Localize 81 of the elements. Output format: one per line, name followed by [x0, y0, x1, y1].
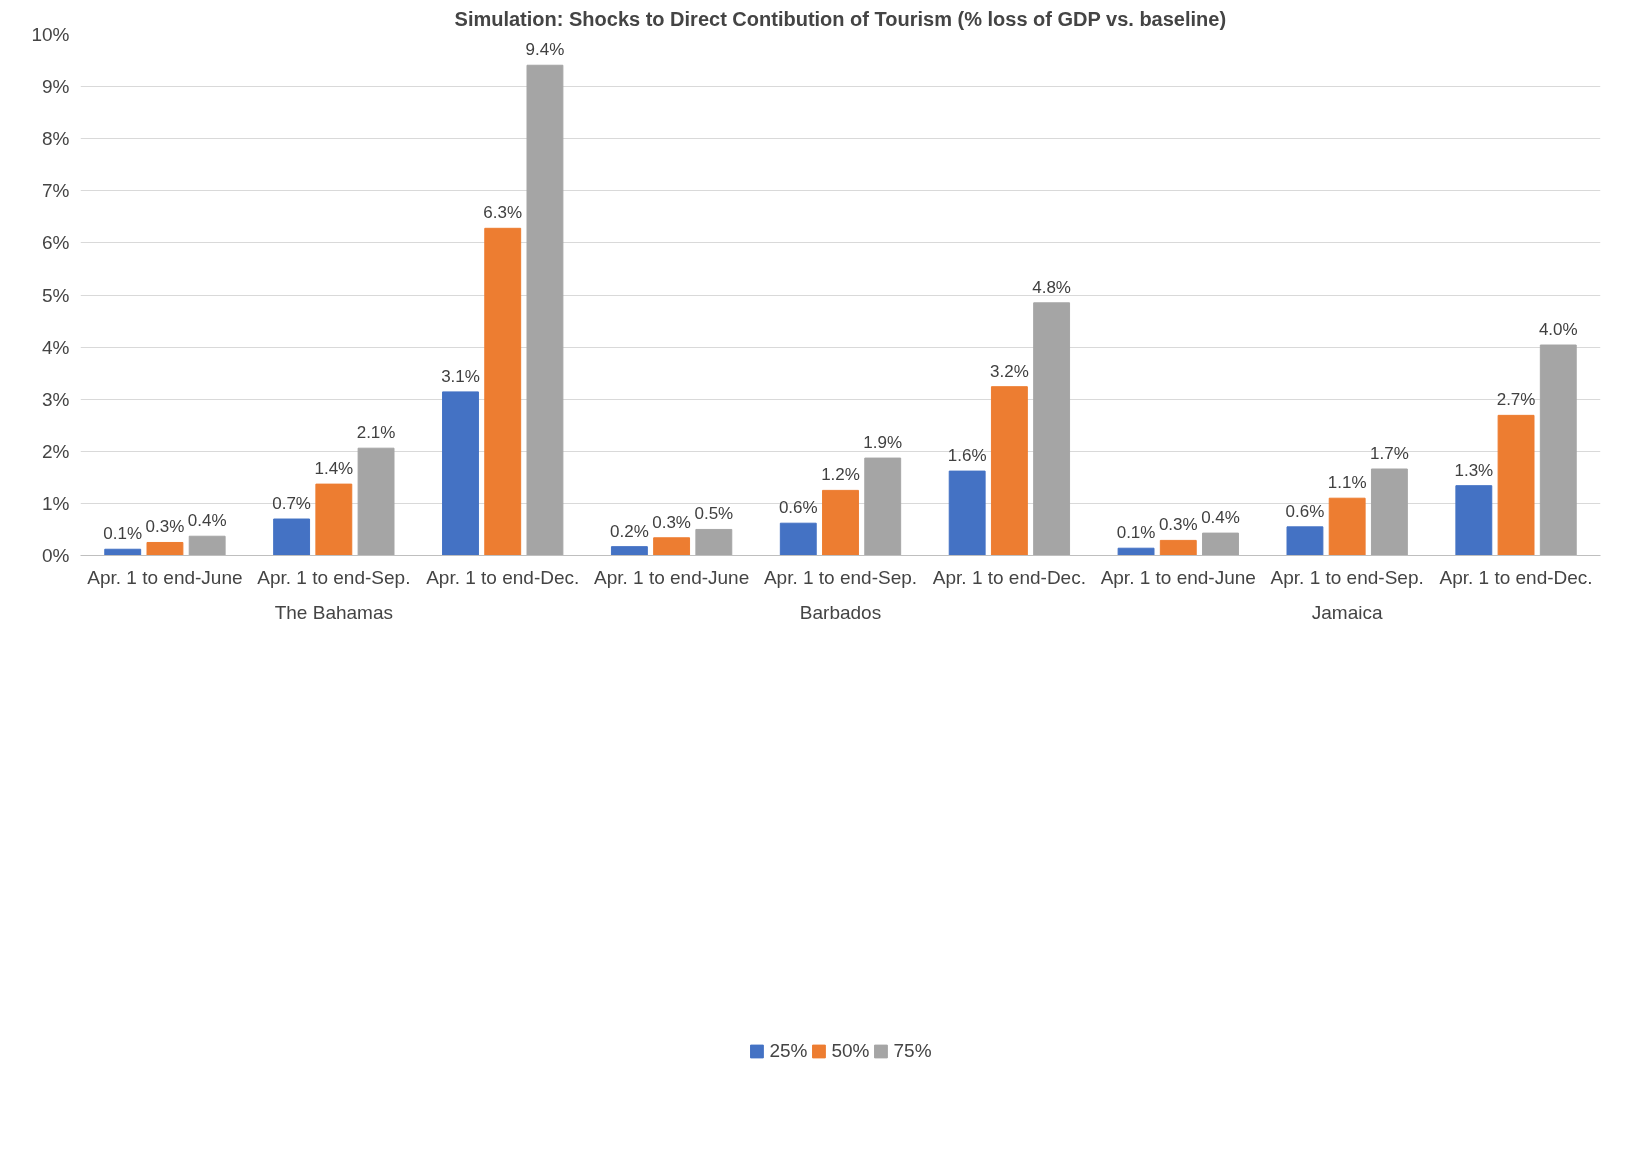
y-tick-label: 4% — [42, 336, 70, 358]
x-tick-label: Apr. 1 to end-Sep. — [257, 566, 411, 588]
data-label: 1.4% — [314, 459, 354, 479]
data-label: 0.3% — [1158, 515, 1198, 535]
data-label: 1.7% — [1370, 444, 1409, 464]
chart-title: Simulation: Shocks to Direct Contibution of Tourism (% loss of GDP vs. baseline) — [454, 7, 1227, 30]
data-label: 0.3% — [652, 512, 691, 532]
text: Jamaica — [1311, 601, 1383, 623]
text: Barbados — [799, 601, 882, 623]
y-tick-label: 7% — [42, 180, 70, 202]
data-label: 1.1% — [1327, 473, 1367, 493]
bar — [1286, 526, 1324, 556]
data-label: 0.6% — [778, 498, 818, 518]
bar — [1328, 497, 1366, 556]
y-tick-label: 2% — [42, 440, 70, 462]
y-tick-label: 5% — [42, 284, 70, 306]
y-tick-label: 9% — [42, 76, 70, 98]
bar — [1497, 414, 1535, 556]
x-tick-label: Apr. 1 to end-June — [1100, 566, 1256, 588]
bar — [1159, 539, 1197, 556]
text: The Bahamas — [274, 601, 393, 623]
data-label: 0.3% — [145, 517, 185, 537]
data-label: 1.9% — [863, 433, 903, 453]
data-label: 0.4% — [187, 511, 227, 531]
x-tick-label: Apr. 1 to end-Dec. — [932, 566, 1086, 588]
data-label: 2.7% — [1496, 390, 1536, 410]
legend-label: 25% — [769, 1040, 808, 1062]
data-label: 2.1% — [356, 423, 396, 443]
data-label: 4.8% — [1032, 277, 1071, 297]
bar — [442, 391, 479, 556]
bar — [653, 537, 691, 556]
bar — [1033, 302, 1071, 556]
bar — [273, 518, 311, 556]
bar — [695, 528, 733, 556]
bar — [864, 457, 902, 556]
bar — [357, 447, 395, 556]
data-label: 1.6% — [947, 446, 987, 466]
y-tick-label: 3% — [42, 388, 70, 410]
bar — [1455, 485, 1493, 556]
bar — [1117, 547, 1155, 556]
x-tick-label: Apr. 1 to end-Dec. — [1439, 566, 1593, 588]
y-tick-label: 6% — [42, 232, 70, 254]
bar — [104, 548, 142, 556]
data-label: 1.2% — [821, 465, 860, 485]
bar — [948, 470, 986, 556]
legend-label: 50% — [831, 1040, 870, 1062]
bar — [526, 64, 564, 556]
data-label: 0.2% — [610, 521, 649, 541]
data-label: 4.0% — [1538, 320, 1578, 340]
y-tick-label: 10% — [31, 24, 70, 45]
bar — [1370, 468, 1408, 556]
x-tick-label: Apr. 1 to end-Dec. — [426, 566, 580, 588]
data-label: 1.3% — [1454, 460, 1494, 480]
data-label: 0.1% — [103, 524, 143, 544]
legend-label: 75% — [893, 1040, 932, 1062]
data-label: 6.3% — [483, 203, 523, 223]
y-tick-label: 0% — [42, 545, 70, 566]
y-tick-label: 1% — [42, 492, 70, 514]
x-tick-label: Apr. 1 to end-June — [593, 566, 750, 588]
bar — [1539, 344, 1577, 556]
bar — [1202, 532, 1239, 556]
data-label: 0.6% — [1285, 501, 1325, 521]
y-tick-label: 8% — [42, 128, 70, 150]
bar — [146, 541, 184, 556]
bar — [610, 546, 648, 556]
data-label: 0.1% — [1116, 523, 1156, 543]
bar — [315, 483, 353, 556]
bar — [188, 535, 226, 556]
x-tick-label: Apr. 1 to end-Sep. — [763, 566, 918, 588]
data-label: 3.2% — [990, 361, 1029, 381]
bar — [822, 489, 859, 556]
x-tick-label: Apr. 1 to end-June — [87, 566, 243, 588]
bar — [779, 522, 817, 556]
data-label: 3.1% — [441, 366, 480, 386]
data-label: 0.5% — [694, 504, 734, 524]
data-label: 0.4% — [1201, 508, 1240, 528]
x-tick-label: Apr. 1 to end-Sep. — [1270, 566, 1424, 588]
bar — [484, 227, 522, 556]
data-label: 9.4% — [525, 40, 565, 60]
data-label: 0.7% — [272, 494, 311, 514]
bar — [990, 386, 1028, 556]
